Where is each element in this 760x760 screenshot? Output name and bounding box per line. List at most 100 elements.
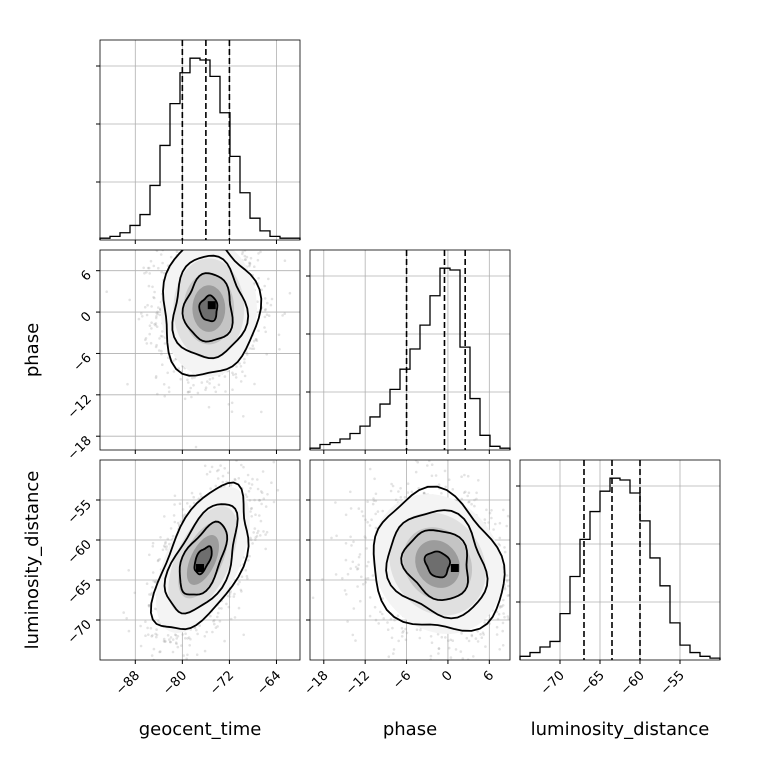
scatter-point	[366, 500, 369, 504]
scatter-point	[254, 538, 257, 541]
scatter-point	[248, 264, 251, 268]
scatter-point	[495, 625, 499, 629]
scatter-point	[235, 215, 238, 218]
scatter-point	[208, 382, 211, 385]
scatter-point	[243, 258, 247, 261]
scatter-point	[221, 480, 225, 484]
scatter-point	[527, 569, 530, 572]
scatter-point	[192, 495, 195, 499]
contour-level-3	[149, 481, 250, 631]
scatter-point	[169, 640, 172, 644]
scatter-point	[233, 477, 237, 481]
scatter-point	[368, 596, 372, 599]
scatter-point	[226, 235, 229, 238]
scatter-point	[173, 520, 177, 524]
scatter-point	[501, 629, 505, 633]
scatter-point	[230, 221, 233, 224]
scatter-point	[155, 343, 158, 347]
scatter-point	[186, 378, 189, 382]
scatter-point	[180, 644, 183, 647]
scatter-point	[358, 553, 362, 556]
scatter-point	[153, 296, 156, 300]
scatter-point	[195, 653, 199, 656]
scatter-point	[200, 381, 204, 384]
scatter-point	[212, 217, 215, 220]
scatter-point	[272, 460, 276, 464]
scatter-point	[220, 607, 223, 610]
scatter-point	[356, 585, 359, 588]
scatter-point	[236, 583, 240, 586]
scatter-point	[248, 347, 252, 350]
scatter-point	[181, 514, 185, 517]
scatter-point	[386, 621, 389, 624]
scatter-point	[157, 266, 160, 270]
scatter-point	[212, 619, 215, 623]
scatter-point	[507, 617, 510, 620]
x-tick-label: −65	[578, 668, 608, 698]
scatter-point	[153, 322, 156, 326]
scatter-point	[146, 626, 149, 630]
contour-level-1	[400, 529, 469, 602]
scatter-point	[245, 351, 248, 354]
scatter-point	[157, 306, 160, 309]
scatter-point	[495, 633, 499, 636]
scatter-point	[397, 639, 401, 643]
scatter-point	[154, 322, 158, 325]
scatter-point	[251, 344, 255, 348]
scatter-point	[159, 334, 163, 338]
scatter-point	[204, 247, 207, 250]
scatter-point	[502, 612, 505, 615]
scatter-point	[263, 308, 267, 312]
panel-frame	[99, 249, 301, 451]
scatter-point	[248, 263, 252, 266]
scatter-point	[156, 392, 159, 396]
scatter-point	[349, 490, 352, 494]
scatter-point	[163, 515, 166, 518]
scatter-point	[203, 649, 207, 653]
scatter-point	[247, 429, 250, 432]
scatter-point	[178, 523, 181, 527]
scatter-point	[451, 639, 455, 642]
scatter-point	[364, 581, 368, 584]
scatter-point	[243, 250, 247, 252]
scatter-point	[381, 597, 385, 600]
scatter-point	[517, 666, 520, 669]
scatter-point	[188, 390, 192, 394]
scatter-point	[487, 521, 490, 524]
scatter-point	[374, 499, 378, 503]
x-tick-label: 0	[439, 668, 455, 684]
scatter-point	[214, 390, 218, 394]
scatter-point	[256, 531, 259, 535]
scatter-point	[162, 271, 166, 275]
scatter-point	[243, 357, 246, 361]
scatter-point	[498, 536, 502, 540]
scatter-point	[526, 653, 529, 656]
scatter-point	[253, 453, 256, 456]
contour-level-0	[423, 550, 452, 579]
scatter-point	[460, 632, 463, 635]
scatter-point	[227, 403, 231, 406]
scatter-point	[475, 497, 478, 501]
scatter-point	[164, 542, 167, 545]
scatter-point	[406, 482, 410, 486]
scatter-point	[223, 375, 227, 378]
scatter-point	[172, 668, 175, 671]
scatter-point	[416, 460, 420, 464]
scatter-point	[248, 554, 251, 558]
scatter-point	[240, 575, 244, 578]
scatter-point	[133, 591, 137, 595]
scatter-point	[231, 220, 234, 223]
scatter-point	[470, 634, 474, 638]
scatter-point	[144, 634, 147, 637]
scatter-point	[283, 259, 287, 263]
scatter-point	[372, 499, 376, 503]
scatter-point	[473, 504, 476, 508]
scatter-point	[151, 586, 154, 589]
scatter-point	[163, 545, 167, 549]
contour-level-2	[163, 503, 239, 615]
hist-panel-phase	[306, 249, 511, 454]
scatter-point	[205, 472, 209, 476]
scatter-point	[344, 542, 348, 545]
scatter-point	[150, 327, 153, 330]
scatter-point	[155, 579, 158, 582]
